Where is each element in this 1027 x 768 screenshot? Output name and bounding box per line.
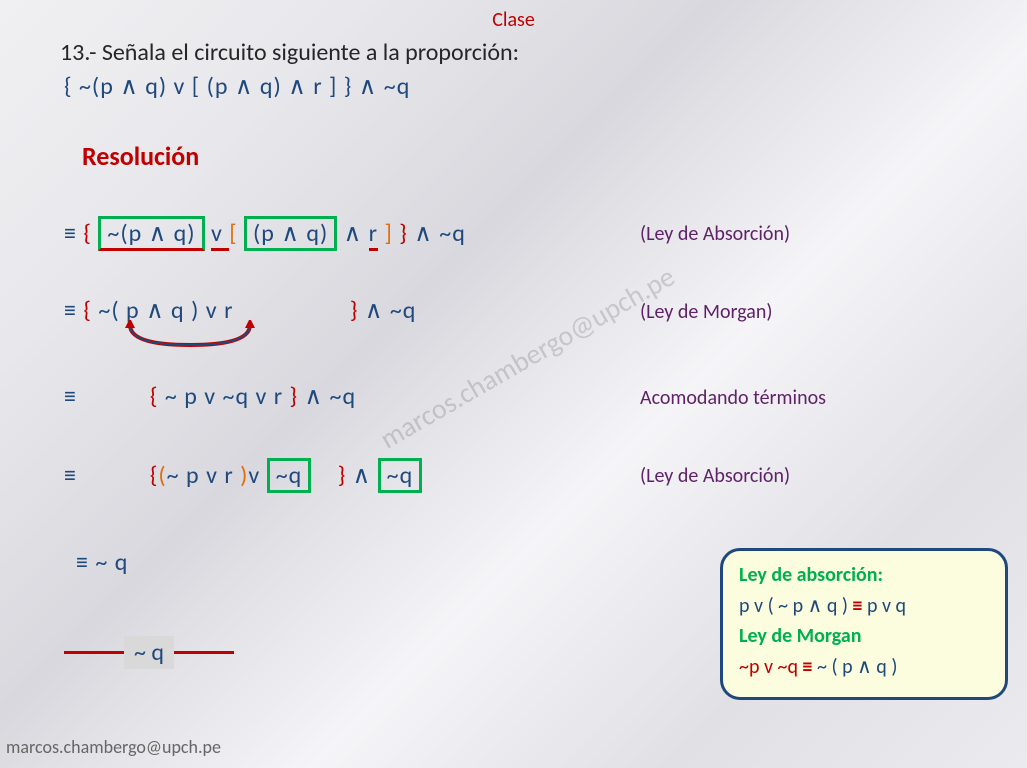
page-title: Clase xyxy=(0,8,1027,32)
step1-v: v xyxy=(211,219,229,251)
step4-box2: ~q xyxy=(378,458,423,493)
resolution-heading: Resolución xyxy=(82,140,199,172)
info-2a: ~p v ~q xyxy=(739,655,803,679)
brace-left: { xyxy=(83,219,92,248)
info-eq-2: ≡ xyxy=(803,655,813,679)
step4-v: v xyxy=(248,461,266,490)
morgan-arrow-icon xyxy=(120,320,280,360)
laws-info-box: Ley de absorción: p v ( ~ p ∧ q ) ≡ p v … xyxy=(720,548,1008,700)
law-3: Acomodando términos xyxy=(640,386,826,410)
wire-right xyxy=(174,651,234,654)
step-4: ≡ {(~ p v r )v ~q } ∧ ~q xyxy=(64,458,422,493)
step4-a: ~ p v r xyxy=(167,461,240,490)
law-1: (Ley de Absorción) xyxy=(640,222,790,246)
step-3: ≡ { ~ p v ~q v r } ∧ ~q xyxy=(64,382,356,411)
wire-left xyxy=(64,651,124,654)
step2-tail: ∧ ~q xyxy=(365,296,417,325)
step1-r: r xyxy=(369,219,378,251)
step4-and: ∧ xyxy=(353,461,378,490)
step4-box1: ~q xyxy=(267,458,312,493)
info-eq-1: ≡ xyxy=(852,594,862,618)
step1-box2: (p ∧ q) xyxy=(244,216,337,251)
bracket-right: ] xyxy=(378,219,393,248)
equiv-symbol: ≡ xyxy=(64,296,77,325)
step1-tail: ∧ ~q xyxy=(408,219,466,248)
brace-right: } xyxy=(338,461,347,490)
step1-and: ∧ xyxy=(344,219,369,248)
bracket-left: [ xyxy=(229,219,237,248)
equiv-symbol: ≡ xyxy=(64,382,77,411)
equiv-symbol: ≡ xyxy=(64,219,77,248)
brace-left: { xyxy=(83,296,92,325)
info-1a: p v ( ~ p ∧ q ) xyxy=(739,594,852,618)
brace-right: } xyxy=(350,296,365,325)
info-2b: ~ ( p ∧ q ) xyxy=(813,655,898,679)
brace-right: } xyxy=(393,219,408,248)
info-line-2: ~p v ~q ≡ ~ ( p ∧ q ) xyxy=(739,654,989,679)
footer-email: marcos.chambergo@upch.pe xyxy=(6,736,221,758)
step-5: ≡ ~ q xyxy=(76,548,128,577)
info-title-2: Ley de Morgan xyxy=(739,624,989,648)
step1-box1: ~(p ∧ q) xyxy=(98,216,204,251)
step3-mid: ~ p v ~q v r xyxy=(165,382,290,411)
info-line-1: p v ( ~ p ∧ q ) ≡ p v q xyxy=(739,593,989,618)
step3-tail: ∧ ~q xyxy=(305,382,357,411)
paren-left: ( xyxy=(158,461,166,490)
step-1: ≡ { ~(p ∧ q) v [ (p ∧ q) ∧ r ] } ∧ ~q xyxy=(64,216,466,251)
brace-right: } xyxy=(290,382,299,411)
main-formula: { ~(p ∧ q) v [ (p ∧ q) ∧ r ] } ∧ ~q xyxy=(64,72,410,101)
equiv-symbol: ≡ xyxy=(64,461,77,490)
circuit-box: ~ q xyxy=(124,636,174,669)
law-4: (Ley de Absorción) xyxy=(640,464,790,488)
circuit-diagram: ~ q xyxy=(64,636,234,669)
problem-statement: 13.- Señala el circuito siguiente a la p… xyxy=(60,38,519,67)
law-2: (Ley de Morgan) xyxy=(640,300,772,324)
watermark: marcos.chambergo@upch.pe xyxy=(374,259,681,456)
info-1b: p v q xyxy=(862,594,906,618)
info-title-1: Ley de absorción: xyxy=(739,563,989,587)
brace-left: { xyxy=(150,382,159,411)
